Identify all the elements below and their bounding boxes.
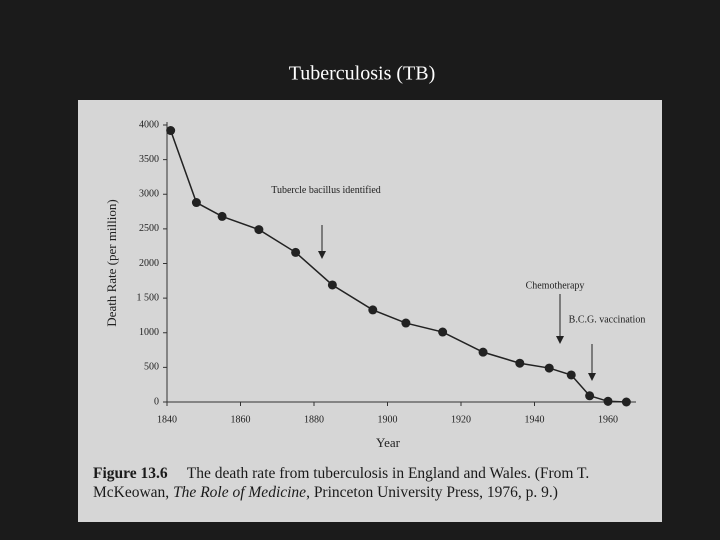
x-axis-label: Year	[376, 435, 401, 450]
data-point	[566, 370, 576, 380]
slide-title: Tuberculosis (TB)	[289, 63, 435, 85]
caption-book: The Role of Medicine	[173, 484, 307, 501]
caption-source: , Princeton University Press, 1976, p. 9…	[306, 484, 558, 501]
data-point	[191, 198, 201, 208]
data-line	[169, 130, 627, 403]
data-point	[438, 327, 448, 337]
x-tick-label: 1900	[378, 414, 398, 425]
data-point	[291, 247, 301, 257]
data-point	[585, 391, 595, 401]
y-tick-label: 2000	[139, 258, 159, 269]
annotation-text: Tubercle bacillus identified	[271, 185, 381, 196]
data-point	[621, 397, 631, 407]
data-point	[544, 363, 554, 373]
data-point	[515, 358, 525, 368]
x-tick-label: 1920	[451, 414, 471, 425]
data-point	[478, 347, 488, 357]
data-point	[327, 280, 337, 290]
data-point	[401, 318, 411, 328]
y-tick-label: 2500	[139, 223, 159, 234]
data-point	[603, 396, 613, 406]
x-tick-label: 1940	[525, 414, 545, 425]
caption-label: Figure 13.6	[93, 465, 168, 482]
x-tick-label: 1860	[231, 414, 251, 425]
y-tick-label: 500	[144, 362, 159, 373]
caption-text: The death rate from tuberculosis in Engl…	[93, 465, 590, 501]
y-tick-label: 0	[154, 396, 159, 407]
annotation: B.C.G. vaccination	[569, 314, 646, 325]
y-tick-label: 4000	[139, 119, 159, 130]
annotation-arrowhead	[318, 251, 326, 259]
x-tick-label: 1960	[598, 414, 618, 425]
y-tick-label: 3500	[139, 154, 159, 165]
x-tick-label: 1880	[304, 414, 324, 425]
y-tick-label: 1 500	[137, 292, 160, 303]
annotation-arrowhead	[588, 373, 596, 381]
data-point	[217, 211, 227, 221]
y-tick-label: 1000	[139, 327, 159, 338]
annotation: Tubercle bacillus identified	[271, 185, 381, 196]
data-point	[368, 305, 378, 315]
annotation: Chemotherapy	[526, 280, 585, 291]
annotation-arrowhead	[556, 336, 564, 344]
data-point	[254, 225, 264, 235]
y-tick-label: 3000	[139, 189, 159, 200]
data-point	[166, 126, 176, 136]
caption: Figure 13.6 The death rate from tubercul…	[93, 464, 653, 502]
x-tick-label: 1840	[157, 414, 177, 425]
y-axis-label: Death Rate (per million)	[104, 199, 119, 326]
